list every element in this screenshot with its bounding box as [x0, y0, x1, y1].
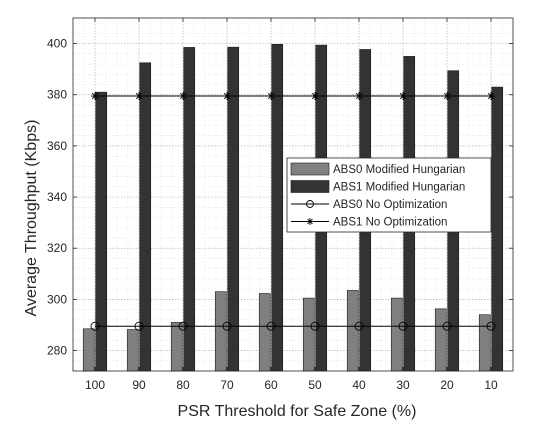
x-tick-label: 60: [264, 378, 278, 392]
bar: [258, 293, 271, 372]
bar: [390, 297, 403, 372]
point-marker: [306, 218, 314, 225]
bar: [491, 86, 504, 372]
point-marker: [134, 321, 144, 331]
legend-label: ABS1 Modified Hungarian: [333, 182, 465, 194]
x-tick-label: 50: [308, 378, 322, 392]
bar: [139, 62, 152, 372]
bar: [82, 328, 95, 372]
legend: ABS0 Modified Hungarian ABS1 Modified Hun…: [286, 157, 492, 233]
point-marker: [487, 92, 495, 101]
y-tick-label: 340: [47, 190, 67, 204]
point-marker: [354, 321, 364, 331]
x-tick-label: 40: [352, 378, 366, 392]
bar: [346, 290, 359, 372]
y-tick-label: 360: [47, 139, 67, 153]
point-marker: [311, 92, 319, 101]
point-marker: [442, 321, 452, 331]
legend-swatch: [290, 180, 330, 193]
point-marker: [178, 321, 188, 331]
point-marker: [135, 92, 143, 101]
point-marker: [90, 321, 100, 331]
point-marker: [266, 321, 276, 331]
point-marker: [355, 92, 363, 101]
point-marker: [399, 92, 407, 101]
point-marker: [443, 92, 451, 101]
plot-frame: [72, 17, 514, 372]
x-tick-label: 30: [396, 378, 410, 392]
y-tick-label: 400: [47, 37, 67, 51]
x-tick-label: 10: [484, 378, 498, 392]
y-tick-label: 280: [47, 344, 67, 358]
bar: [214, 291, 227, 372]
y-tick-label: 320: [47, 241, 67, 255]
point-marker: [91, 92, 99, 101]
bar: [126, 329, 139, 372]
x-axis-title: PSR Threshold for Safe Zone (%): [178, 403, 417, 420]
bar: [302, 297, 315, 372]
point-marker: [223, 92, 231, 101]
point-marker: [486, 321, 496, 331]
x-tick-label: 70: [220, 378, 234, 392]
y-axis-title: Average Throughput (Kbps): [23, 120, 40, 317]
legend-label: ABS0 Modified Hungarian: [333, 164, 465, 176]
point-marker: [398, 321, 408, 331]
x-tick-label: 20: [440, 378, 454, 392]
legend-swatch: [290, 162, 330, 176]
point-marker: [179, 92, 187, 101]
bar: [434, 308, 447, 372]
y-tick-label: 380: [47, 88, 67, 102]
x-tick-label: 90: [132, 378, 146, 392]
x-tick-label: 100: [85, 378, 105, 392]
x-tick-label: 80: [176, 378, 190, 392]
point-marker: [267, 92, 275, 101]
legend-label: ABS1 No Optimization: [333, 217, 447, 229]
y-tick-label: 300: [47, 292, 67, 306]
point-marker: [310, 321, 320, 331]
point-marker: [222, 321, 232, 331]
legend-label: ABS0 No Optimization: [333, 199, 447, 211]
point-marker: [306, 200, 314, 208]
